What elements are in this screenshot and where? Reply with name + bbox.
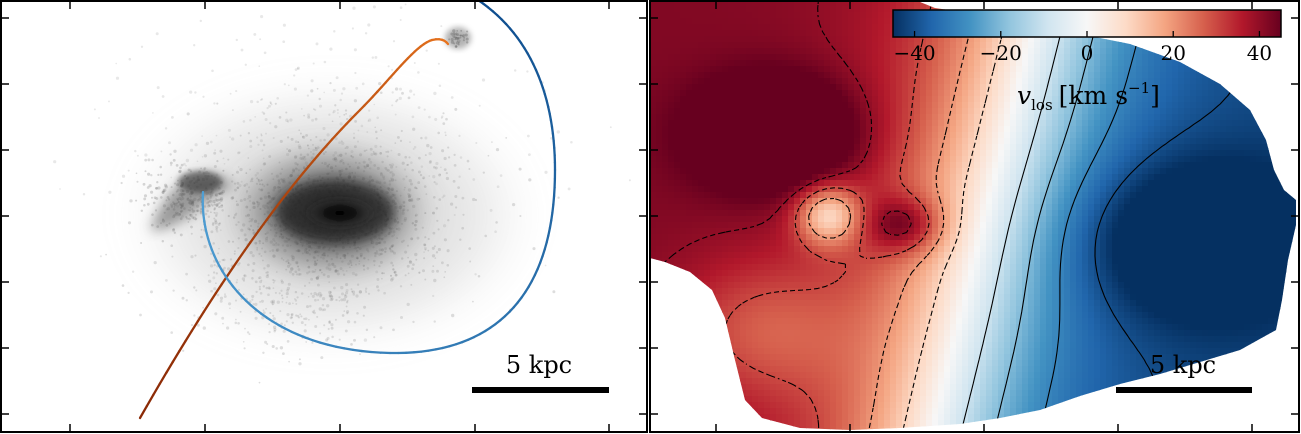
scale-bar-label: 5 kpc [506,351,572,379]
contour-line [808,2,979,430]
quantity-symbol: v [1017,81,1031,110]
quantity-subscript: los [1031,96,1053,114]
scale-bar-label: 5 kpc [1150,351,1216,379]
colorbar-tick-label: 40 [1247,41,1272,65]
unit-exponent: −1 [1128,79,1150,97]
left-panel-stellar-density [1,1,647,432]
colorbar-tick-label: −20 [980,41,1022,65]
galaxy-core [305,197,375,229]
left-scale-bar: 5 kpc [472,351,609,393]
right-panel-velocity-map [650,1,1299,432]
colorbar-tick-label: 0 [1081,41,1094,65]
contour-line [724,2,933,430]
colorbar-tick-label: 20 [1160,41,1185,65]
colorbar: −40 −20 0 20 40 [892,9,1282,65]
unit-close: ] [1150,81,1160,110]
satellite-top [445,27,471,49]
blue-orbit-track [201,1,557,355]
colorbar-ticks: −40 −20 0 20 40 [893,31,1272,65]
colorbar-quantity-label: vlos [km s−1] [1017,79,1160,114]
satellite-remnant [178,171,222,193]
unit-label: [km s [1059,81,1128,110]
left-panel-ticks [1,1,647,432]
right-scale-bar: 5 kpc [1116,351,1252,393]
colorbar-tick-label: −40 [893,41,935,65]
orange-orbit-track [138,38,450,420]
right-panel-ticks [650,1,1299,432]
